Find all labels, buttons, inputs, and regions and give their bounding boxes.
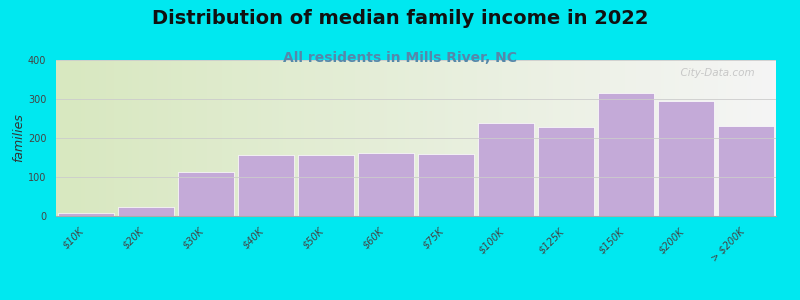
Text: Distribution of median family income in 2022: Distribution of median family income in … bbox=[152, 9, 648, 28]
Bar bbox=[178, 172, 234, 216]
Bar bbox=[298, 155, 354, 216]
Bar bbox=[58, 213, 114, 216]
Bar bbox=[358, 153, 414, 216]
Bar bbox=[118, 207, 174, 216]
Bar bbox=[538, 127, 594, 216]
Bar bbox=[418, 154, 474, 216]
Bar bbox=[238, 155, 294, 216]
Bar bbox=[478, 123, 534, 216]
Y-axis label: families: families bbox=[12, 114, 25, 162]
Bar bbox=[658, 101, 714, 216]
Text: All residents in Mills River, NC: All residents in Mills River, NC bbox=[283, 51, 517, 65]
Text: City-Data.com: City-Data.com bbox=[674, 68, 754, 78]
Bar bbox=[718, 126, 774, 216]
Bar bbox=[598, 93, 654, 216]
